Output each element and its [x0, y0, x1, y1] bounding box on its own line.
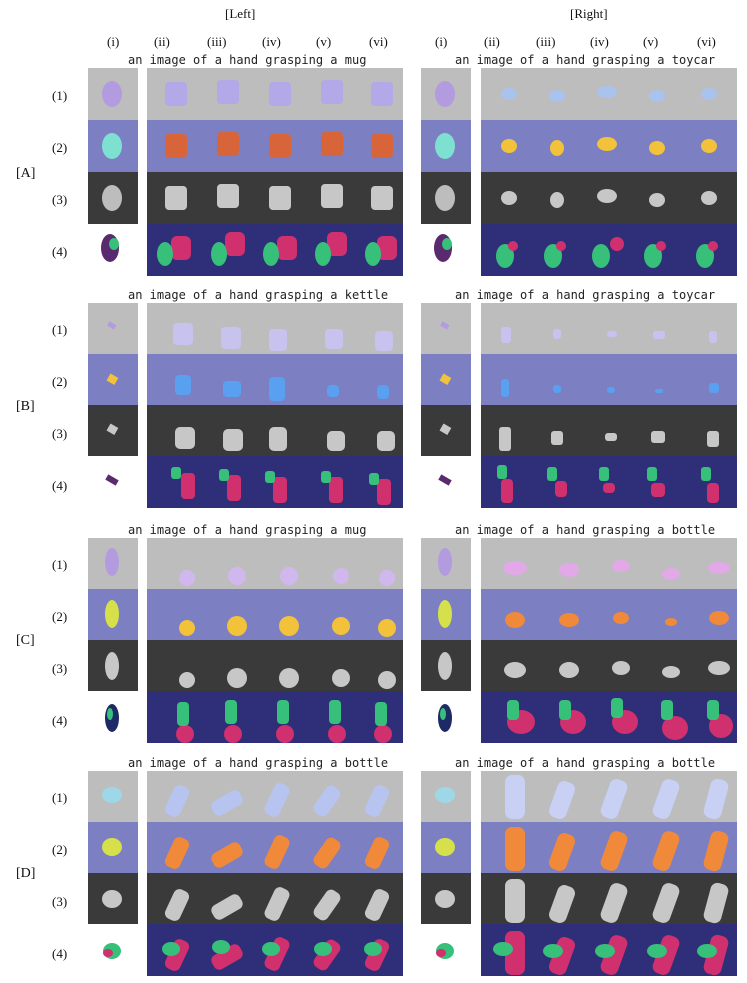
col-label-left-ii: (ii) — [154, 34, 170, 49]
group-d-right-samples-panel — [481, 771, 737, 976]
group-a-left-caption: an image of a hand grasping a mug — [128, 53, 367, 67]
group-d-row-label-4: (4) — [52, 946, 68, 961]
group-d-right-caption: an image of a hand grasping a bottle — [455, 756, 716, 770]
group-d-left-caption: an image of a hand grasping a bottle — [128, 756, 389, 770]
group-b-right-caption: an image of a hand grasping a toycar — [455, 288, 716, 302]
group-a-row-label-4: (4) — [52, 244, 68, 259]
group-d-row-label-2: (2) — [52, 842, 68, 857]
group-d-label: [D] — [16, 866, 36, 881]
group-b-row-label-4: (4) — [52, 478, 68, 493]
col-label-right-i: (i) — [435, 34, 448, 49]
group-b-left-ref-panel — [88, 303, 138, 508]
group-b-row-label-1: (1) — [52, 322, 68, 337]
left-header: [Left] — [225, 6, 256, 21]
group-a-row-label-1: (1) — [52, 88, 68, 103]
group-d-left-ref-panel — [88, 771, 138, 976]
group-a-right-ref-panel — [421, 68, 471, 276]
group-c-row-label-4: (4) — [52, 713, 68, 728]
group-c-left-caption: an image of a hand grasping a mug — [128, 523, 367, 537]
group-a-right-caption: an image of a hand grasping a toycar — [455, 53, 716, 67]
group-d-right-ref-panel — [421, 771, 471, 976]
group-b-right-samples-panel — [481, 303, 737, 508]
col-label-right-v: (v) — [643, 34, 659, 49]
col-label-right-iii: (iii) — [536, 34, 556, 49]
group-b-label: [B] — [16, 399, 35, 414]
group-c-row-label-1: (1) — [52, 557, 68, 572]
col-label-right-ii: (ii) — [484, 34, 500, 49]
group-c-left-samples-panel — [147, 538, 403, 743]
group-a-row-label-3: (3) — [52, 192, 68, 207]
col-label-left-iv: (iv) — [262, 34, 281, 49]
group-d-row-label-3: (3) — [52, 894, 68, 909]
col-label-right-iv: (iv) — [590, 34, 609, 49]
group-c-row-label-3: (3) — [52, 661, 68, 676]
col-label-left-v: (v) — [316, 34, 332, 49]
group-d-row-label-1: (1) — [52, 790, 68, 805]
group-b-row-label-2: (2) — [52, 374, 68, 389]
group-b-row-label-3: (3) — [52, 426, 68, 441]
group-c-left-ref-panel — [88, 538, 138, 743]
group-b-left-samples-panel — [147, 303, 403, 508]
group-c-right-samples-panel — [481, 538, 737, 743]
group-a-right-samples-panel — [481, 68, 737, 276]
group-d-left-samples-panel — [147, 771, 403, 976]
col-label-left-vi: (vi) — [369, 34, 388, 49]
group-a-left-samples-panel — [147, 68, 403, 276]
col-label-left-iii: (iii) — [207, 34, 227, 49]
group-a-label: [A] — [16, 166, 36, 181]
group-c-label: [C] — [16, 633, 35, 648]
group-a-left-ref-panel — [88, 68, 138, 276]
group-b-right-ref-panel — [421, 303, 471, 508]
col-label-left-i: (i) — [107, 34, 120, 49]
group-c-row-label-2: (2) — [52, 609, 68, 624]
right-header: [Right] — [570, 6, 608, 21]
group-b-left-caption: an image of a hand grasping a kettle — [128, 288, 389, 302]
group-c-right-ref-panel — [421, 538, 471, 743]
group-c-right-caption: an image of a hand grasping a bottle — [455, 523, 716, 537]
group-a-row-label-2: (2) — [52, 140, 68, 155]
col-label-right-vi: (vi) — [697, 34, 716, 49]
